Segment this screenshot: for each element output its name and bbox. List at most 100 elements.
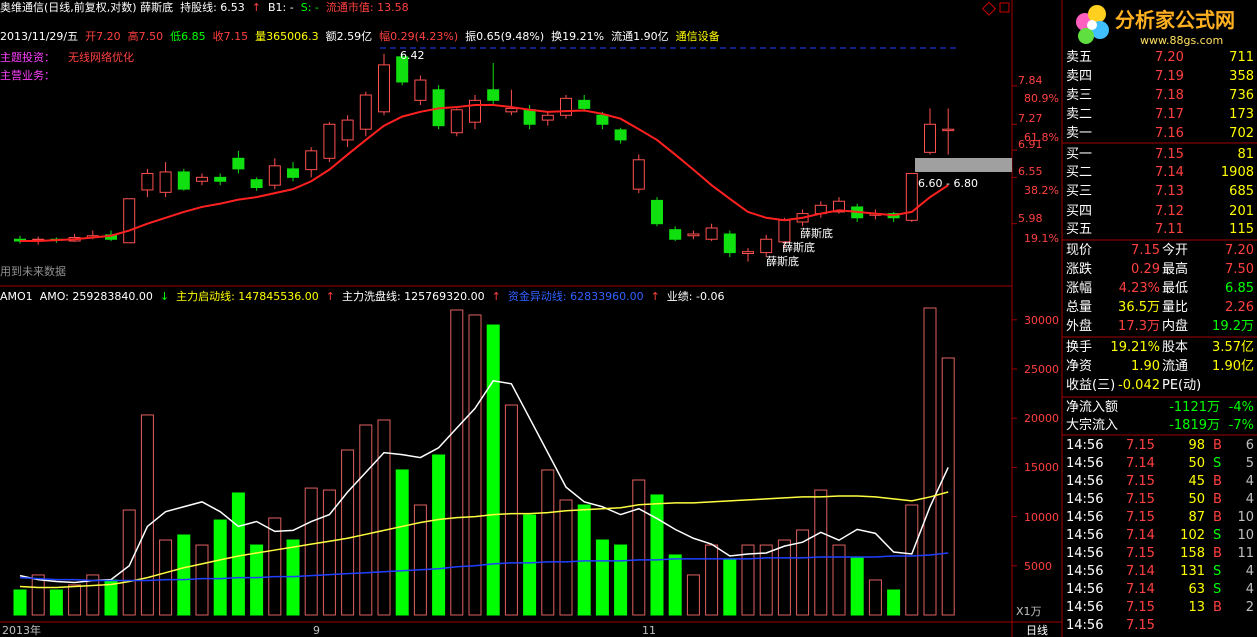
volume-bar xyxy=(395,469,409,616)
volume-bar xyxy=(905,504,919,616)
quote-cell: 7.50 xyxy=(1225,262,1254,277)
header-item: 量365006.3 xyxy=(255,30,319,43)
candle-body xyxy=(742,251,754,254)
volume-bar xyxy=(413,504,427,616)
book-volume: 81 xyxy=(1237,147,1254,162)
tick-cell: B xyxy=(1213,600,1222,615)
header-item: 振0.65(9.48%) xyxy=(465,30,545,43)
theme-label: 主题投资： xyxy=(0,51,55,64)
candle-body xyxy=(541,114,554,121)
volume-bar xyxy=(432,454,446,616)
book-volume: 685 xyxy=(1229,184,1254,199)
book-label: 卖二 xyxy=(1066,107,1093,122)
candle-body xyxy=(414,79,427,101)
quote-cell: 今开 xyxy=(1162,243,1189,258)
book-price: 7.17 xyxy=(1155,107,1184,122)
header-item: 资金异动线: 62833960.00 xyxy=(507,290,644,303)
volume-bar xyxy=(941,357,955,616)
volume-bar xyxy=(86,574,100,616)
candle-body xyxy=(505,107,518,113)
quote-cell: 3.57亿 xyxy=(1212,340,1254,355)
candle-body xyxy=(651,199,663,225)
signal-label: 薛斯底 xyxy=(766,255,799,268)
book-label: 买三 xyxy=(1066,184,1093,199)
header-item: 流通1.90亿 xyxy=(611,30,669,43)
tick-cell: 7.15 xyxy=(1126,510,1155,525)
candle-body xyxy=(396,56,409,83)
volume-bar xyxy=(322,489,336,616)
tick-cell: 4 xyxy=(1245,492,1254,507)
quote-cell: 现价 xyxy=(1066,243,1093,258)
tick-cell: 14:56 xyxy=(1066,600,1104,615)
book-volume: 115 xyxy=(1229,222,1254,237)
tick-cell: B xyxy=(1213,510,1222,525)
quote-cell: 19.2万 xyxy=(1212,319,1254,334)
y-tick-label: 5000 xyxy=(1024,559,1052,573)
quote-cell: 量比 xyxy=(1162,300,1189,315)
volume-bar xyxy=(231,492,245,616)
book-price: 7.14 xyxy=(1155,165,1184,180)
tick-cell: 10 xyxy=(1237,510,1254,525)
fib-label: 19.1% xyxy=(1024,231,1059,245)
theme-value: 无线网络优化 xyxy=(68,51,134,64)
header-item: 低6.85 xyxy=(170,30,206,43)
book-label: 买一 xyxy=(1066,147,1093,162)
candle-body xyxy=(196,176,208,182)
flow-value: -1819万 xyxy=(1169,418,1220,433)
header-item: 主力洗盘线: 125769320.00 xyxy=(341,290,485,303)
quote-cell: 0.29 xyxy=(1131,262,1160,277)
quote-cell: 7.15 xyxy=(1131,243,1160,258)
header-item: 2013/11/29/五 xyxy=(0,30,79,43)
quote-cell: 2.26 xyxy=(1225,300,1254,315)
volume-bar xyxy=(504,404,518,616)
tick-cell: 158 xyxy=(1180,546,1205,561)
quote-cell: 7.20 xyxy=(1225,243,1254,258)
candle-body xyxy=(214,176,227,182)
x-label: 9 xyxy=(313,624,320,637)
volume-bar xyxy=(577,504,591,616)
signal-label: 薛斯底 xyxy=(800,227,833,240)
candle-body xyxy=(778,219,791,243)
candle-body xyxy=(378,64,390,113)
header-item: ↓ xyxy=(159,290,170,303)
book-price: 7.16 xyxy=(1155,126,1184,141)
y-tick-label: 7.84 xyxy=(1018,73,1043,87)
tick-cell: 10 xyxy=(1237,528,1254,543)
header-item: 业绩: -0.06 xyxy=(666,290,725,303)
header-item: 高7.50 xyxy=(127,30,164,43)
candle-body xyxy=(905,172,918,221)
header-item: AMO1 xyxy=(0,290,33,303)
volume-bar xyxy=(759,544,773,616)
volume-bar xyxy=(359,424,373,616)
y-tick-label: 5.98 xyxy=(1018,211,1043,225)
candle-body xyxy=(177,171,190,190)
candle-body xyxy=(560,97,572,116)
book-price: 7.12 xyxy=(1155,204,1184,219)
flow-pct: -7% xyxy=(1228,418,1254,433)
tick-cell: 7.15 xyxy=(1126,492,1155,507)
volume-bar xyxy=(450,309,464,616)
volume-line xyxy=(19,552,949,582)
fib-label: 38.2% xyxy=(1024,183,1059,197)
quote-cell: 4.23% xyxy=(1118,281,1160,296)
candle-body xyxy=(305,150,318,171)
volume-bar xyxy=(595,539,609,616)
tick-cell: 131 xyxy=(1180,564,1205,579)
fib-label: 61.8% xyxy=(1024,130,1059,144)
volume-bar xyxy=(887,589,901,616)
tick-cell: 45 xyxy=(1188,474,1205,489)
tick-cell: 7.15 xyxy=(1126,600,1155,615)
volume-bar xyxy=(195,544,209,616)
quote-cell: -0.042 xyxy=(1118,378,1160,393)
y-tick-label: 25000 xyxy=(1024,363,1059,376)
volume-line xyxy=(19,491,949,589)
quote-cell: 涨幅 xyxy=(1066,281,1093,296)
volume-bar xyxy=(13,589,27,616)
volume-bar xyxy=(177,534,191,616)
book-label: 买二 xyxy=(1066,165,1093,180)
book-label: 买五 xyxy=(1066,222,1093,237)
quote-cell: 流通 xyxy=(1162,359,1189,374)
tick-cell: 11 xyxy=(1237,546,1254,561)
flow-pct: -4% xyxy=(1228,400,1254,415)
